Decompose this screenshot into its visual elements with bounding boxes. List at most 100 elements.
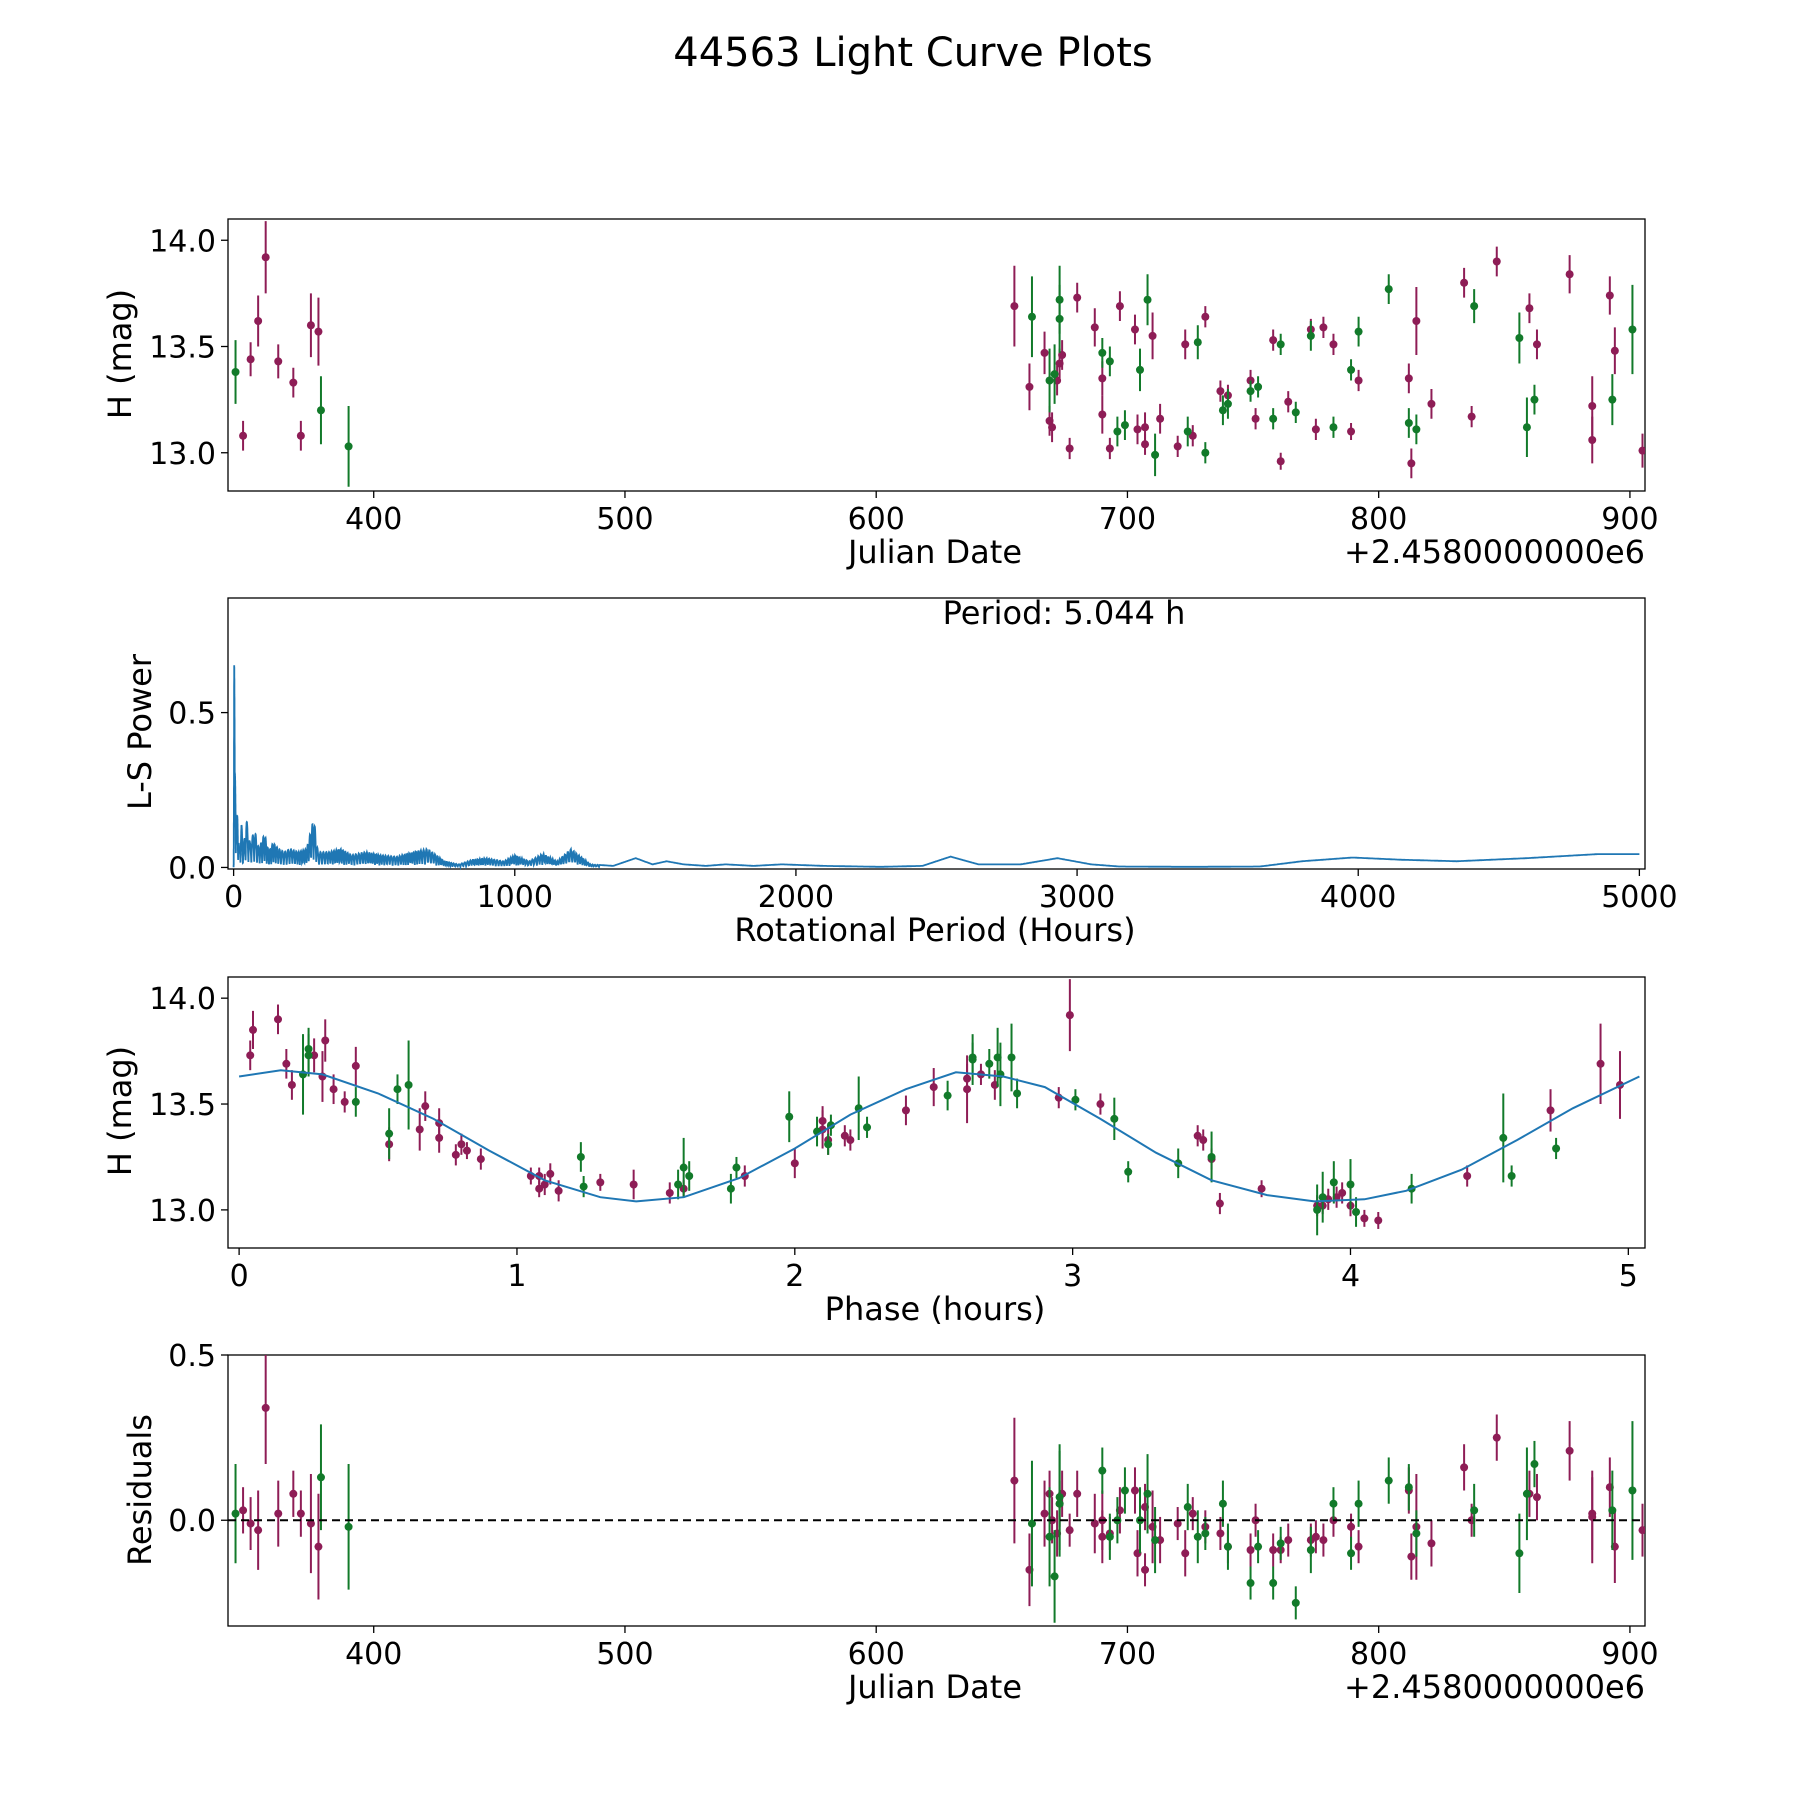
folded-point — [629, 1180, 638, 1189]
folded-point — [415, 1125, 424, 1134]
raw-point — [1460, 278, 1469, 287]
periodogram-ticks: 0 1000 2000 3000 4000 5000 0.0 0.5 — [168, 697, 1677, 915]
folded-point — [846, 1136, 855, 1145]
raw-xtick-label: 500 — [596, 502, 653, 537]
raw-points — [231, 221, 1645, 487]
residuals-point — [1404, 1483, 1413, 1492]
raw-point — [296, 431, 305, 440]
residuals-point — [1143, 1489, 1152, 1498]
folded-point — [304, 1051, 313, 1060]
residuals-point — [239, 1506, 248, 1515]
raw-point — [1201, 448, 1210, 457]
residuals-point — [1515, 1549, 1524, 1558]
residuals-point — [1311, 1532, 1320, 1541]
residuals-xtick-label: 900 — [1601, 1637, 1658, 1672]
folded-point — [963, 1085, 972, 1094]
folded-point — [421, 1102, 430, 1111]
raw-point — [1073, 293, 1082, 302]
folded-point — [968, 1055, 977, 1064]
residuals-offset-label: +2.4580000000e6 — [1344, 1668, 1645, 1706]
raw-point — [1269, 336, 1278, 345]
residuals-point — [1098, 1466, 1107, 1475]
folded-panel: 0 1 2 3 4 5 13.0 13.5 14.0 Phase (hours) H (mag) — [101, 976, 1646, 1328]
folded-point — [1007, 1053, 1016, 1062]
folded-point — [457, 1140, 466, 1149]
raw-point — [1055, 295, 1064, 304]
folded-point — [1065, 1011, 1074, 1020]
raw-point — [1404, 419, 1413, 427]
periodogram-plot-area — [227, 597, 1646, 871]
folded-point — [249, 1025, 258, 1034]
residuals-point — [1407, 1552, 1416, 1561]
residuals-point — [1055, 1499, 1064, 1508]
folded-point — [1124, 1167, 1133, 1176]
periodogram-xtick-label: 3000 — [1039, 880, 1115, 915]
raw-point — [1105, 444, 1114, 453]
periodogram-xlabel: Rotational Period (Hours) — [734, 911, 1135, 949]
periodogram-line — [232, 665, 1640, 871]
raw-point — [1306, 331, 1315, 340]
residuals-point — [1141, 1565, 1150, 1574]
raw-point — [1412, 317, 1421, 325]
residuals-point — [1319, 1536, 1328, 1545]
folded-plot-area — [227, 976, 1646, 1249]
raw-ticks: 400 500 600 700 800 900 13.0 13.5 14.0 — [149, 224, 1658, 537]
residuals-point — [1532, 1493, 1541, 1502]
raw-panel: 400 500 600 700 800 900 13.0 13.5 14.0 Julian Da… — [101, 218, 1659, 571]
raw-point — [1181, 340, 1190, 349]
raw-point — [1276, 457, 1285, 466]
raw-point — [274, 357, 283, 366]
folded-point — [1552, 1144, 1561, 1153]
residuals-point — [1291, 1598, 1300, 1607]
raw-xtick-label: 700 — [1099, 502, 1156, 537]
figure-title: 44563 Light Curve Plots — [673, 30, 1152, 76]
raw-point — [1156, 414, 1165, 423]
folded-point — [1360, 1214, 1369, 1223]
raw-point — [1384, 285, 1393, 294]
folded-point — [1596, 1059, 1605, 1068]
raw-point — [289, 378, 298, 387]
raw-point — [1216, 387, 1225, 396]
raw-point — [1025, 382, 1034, 391]
raw-point — [1027, 312, 1036, 321]
residuals-frame — [227, 1354, 1646, 1627]
period-annotation: Period: 5.044 h — [943, 594, 1186, 632]
residuals-point — [1045, 1532, 1054, 1541]
folded-point — [540, 1180, 549, 1189]
folded-point — [554, 1186, 563, 1195]
folded-ytick-label: 13.5 — [149, 1088, 216, 1123]
folded-point — [1110, 1114, 1119, 1123]
raw-point — [1638, 446, 1645, 455]
residuals-point — [1040, 1509, 1049, 1518]
residuals-point — [254, 1526, 263, 1535]
model-fit-line — [238, 1069, 1640, 1203]
residuals-point — [1638, 1526, 1645, 1535]
raw-point — [1588, 436, 1597, 444]
raw-point — [1193, 338, 1202, 347]
folded-xtick-label: 1 — [507, 1259, 526, 1294]
raw-point — [1115, 302, 1124, 311]
folded-point — [1313, 1205, 1322, 1214]
residuals-point — [289, 1489, 298, 1498]
folded-point — [943, 1091, 952, 1100]
folded-xlabel: Phase (hours) — [825, 1290, 1046, 1328]
raw-point — [1605, 291, 1614, 300]
folded-point — [1338, 1188, 1347, 1197]
raw-point — [1151, 450, 1160, 459]
raw-xtick-label: 900 — [1601, 502, 1658, 537]
residuals-point — [1151, 1536, 1160, 1545]
raw-point — [1608, 395, 1617, 404]
raw-point — [1515, 334, 1524, 342]
folded-point — [282, 1059, 291, 1068]
folded-point — [274, 1015, 283, 1024]
residuals-point — [1218, 1499, 1227, 1508]
raw-frame — [227, 218, 1646, 492]
residuals-point — [314, 1542, 323, 1551]
residuals-point — [316, 1473, 325, 1482]
raw-point — [1610, 346, 1619, 355]
residuals-point — [1090, 1519, 1099, 1528]
folded-xtick-label: 3 — [1063, 1259, 1082, 1294]
raw-point — [1284, 397, 1293, 406]
residuals-point — [344, 1522, 353, 1531]
residuals-point — [306, 1519, 315, 1528]
